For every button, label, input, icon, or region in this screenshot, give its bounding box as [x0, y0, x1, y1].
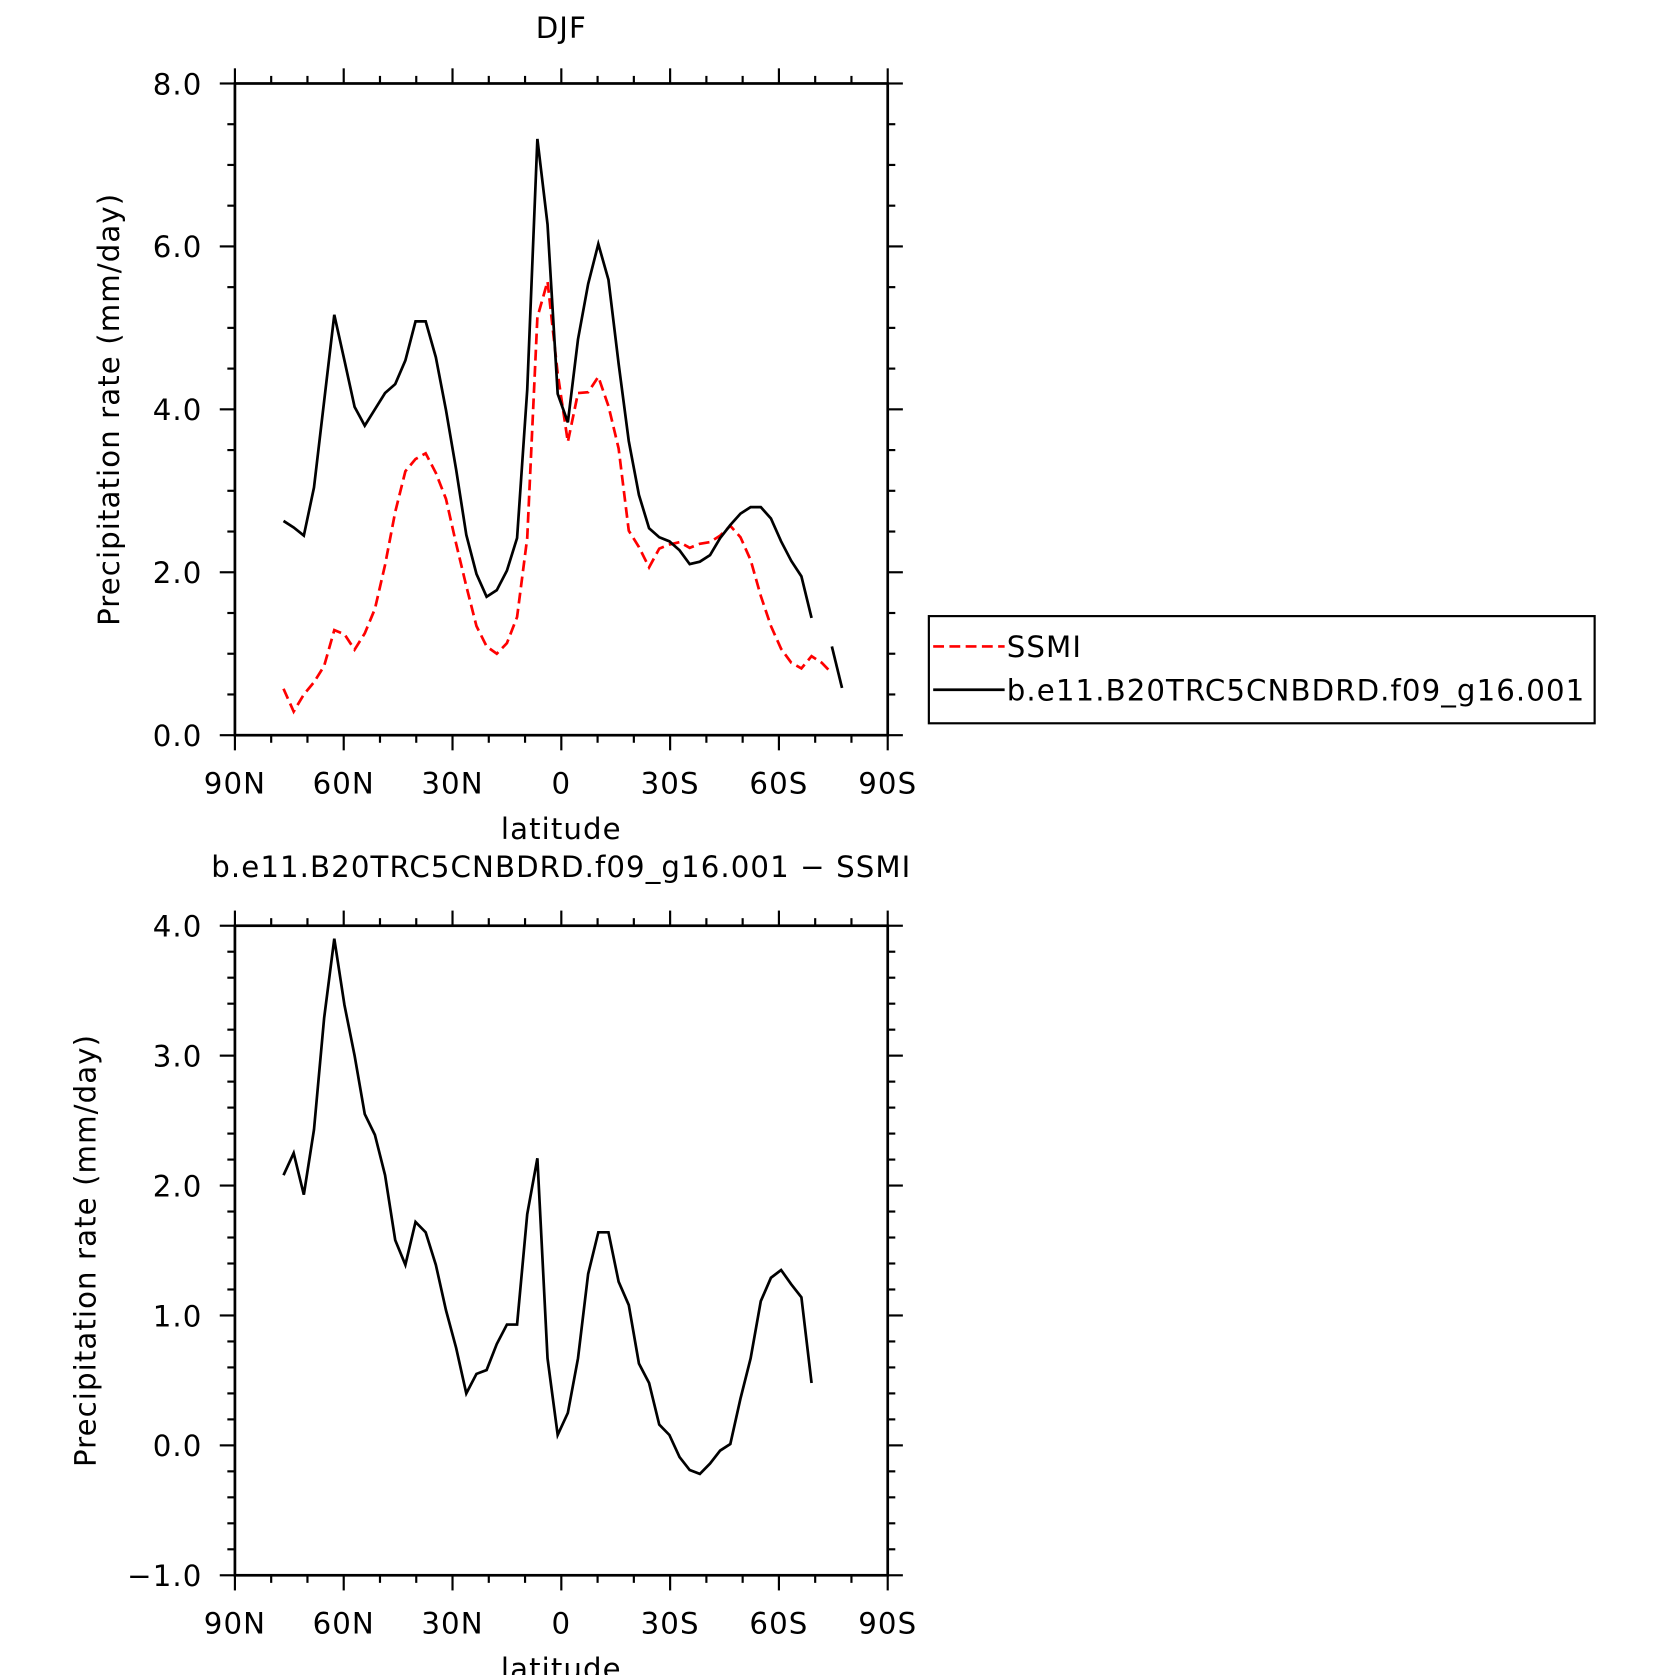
y-tick-label: −1.0 — [127, 1559, 202, 1593]
y-tick-label: 6.0 — [153, 230, 203, 264]
y-tick-label: 0.0 — [153, 1429, 203, 1463]
data-line — [282, 138, 813, 619]
x-tick-label: 60S — [749, 767, 808, 801]
x-tick-label: 0 — [551, 767, 571, 801]
y-tick-label: 2.0 — [153, 556, 203, 590]
data-line — [282, 281, 833, 715]
x-tick-label: 30N — [421, 767, 483, 801]
x-tick-label: 90S — [858, 767, 917, 801]
y-tick-label: 8.0 — [153, 67, 203, 101]
x-tick-label: 60S — [749, 1607, 808, 1641]
y-tick-label: 1.0 — [153, 1299, 203, 1333]
x-axis-label: latitude — [501, 1652, 622, 1675]
y-tick-label: 3.0 — [153, 1039, 203, 1073]
x-tick-label: 90N — [204, 767, 266, 801]
x-tick-label: 90N — [204, 1607, 266, 1641]
plot-frame — [233, 82, 890, 737]
y-tick-label: 4.0 — [153, 393, 203, 427]
x-axis-label: latitude — [501, 812, 622, 846]
x-tick-label: 90S — [858, 1607, 917, 1641]
x-tick-label: 30S — [641, 1607, 700, 1641]
x-tick-label: 60N — [313, 1607, 375, 1641]
y-tick-label: 2.0 — [153, 1169, 203, 1203]
data-line — [282, 938, 813, 1476]
y-axis-label: Precipitation rate (mm/day) — [68, 1034, 102, 1467]
legend-label: b.e11.B20TRC5CNBDRD.f09_g16.001 — [1007, 674, 1586, 708]
y-tick-label: 4.0 — [153, 910, 203, 944]
y-axis-label: Precipitation rate (mm/day) — [92, 193, 126, 626]
y-tick-label: 0.0 — [153, 719, 203, 753]
x-tick-label: 0 — [551, 1607, 571, 1641]
data-line — [830, 646, 844, 689]
x-tick-label: 60N — [313, 767, 375, 801]
x-tick-label: 30S — [641, 767, 700, 801]
chart-title: b.e11.B20TRC5CNBDRD.f09_g16.001 − SSMI — [211, 850, 911, 884]
legend-box — [927, 615, 1596, 725]
chart-title: DJF — [536, 11, 587, 45]
plot-frame — [233, 924, 890, 1577]
x-tick-label: 30N — [421, 1607, 483, 1641]
legend-label: SSMI — [1007, 630, 1082, 664]
